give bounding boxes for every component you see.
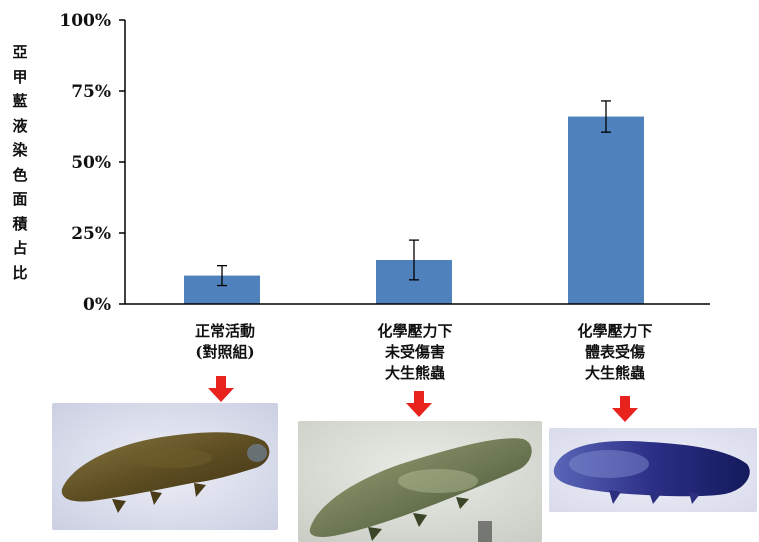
x-category-label-line: 未受傷害: [340, 342, 490, 363]
y-tick-label: 100%: [59, 11, 111, 31]
bar: [568, 117, 644, 304]
y-axis-label-char: 面: [10, 187, 30, 212]
x-category-label-line: 體表受傷: [540, 342, 690, 363]
x-category-label-control: 正常活動 (對照組): [150, 321, 300, 363]
tardigrade-injured-photo: [549, 428, 757, 512]
y-axis-label-char: 積: [10, 212, 30, 237]
y-axis-label-char: 色: [10, 163, 30, 188]
x-category-label-line: 化學壓力下: [540, 321, 690, 342]
x-category-label-line: (對照組): [150, 342, 300, 363]
x-category-label-line: 化學壓力下: [340, 321, 490, 342]
x-category-label-uninjured: 化學壓力下 未受傷害 大生熊蟲: [340, 321, 490, 384]
down-arrow-icon: [208, 376, 234, 402]
y-tick-label: 75%: [71, 82, 111, 102]
y-tick-label: 25%: [71, 224, 111, 244]
tardigrade-uninjured-photo: [298, 421, 542, 542]
y-tick-label: 0%: [83, 295, 111, 315]
x-category-label-line: 正常活動: [150, 321, 300, 342]
down-arrow-icon: [612, 396, 638, 422]
y-axis-label-char: 甲: [10, 65, 30, 90]
y-axis-label-char: 占: [10, 236, 30, 261]
y-axis-label: 亞甲藍液染色面積占比: [10, 40, 30, 285]
y-axis-label-char: 比: [10, 261, 30, 286]
tardigrade-control-photo: [52, 403, 278, 530]
y-axis-label-char: 液: [10, 114, 30, 139]
y-axis-label-char: 亞: [10, 40, 30, 65]
y-axis-label-char: 藍: [10, 89, 30, 114]
x-category-label-line: 大生熊蟲: [340, 363, 490, 384]
down-arrow-icon: [406, 391, 432, 417]
x-category-label-line: 大生熊蟲: [540, 363, 690, 384]
x-category-label-injured: 化學壓力下 體表受傷 大生熊蟲: [540, 321, 690, 384]
y-axis-label-char: 染: [10, 138, 30, 163]
y-tick-label: 50%: [71, 153, 111, 173]
